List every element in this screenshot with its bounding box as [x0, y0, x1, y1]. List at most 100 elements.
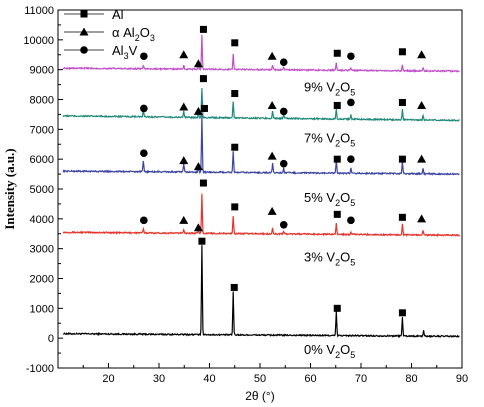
series-line — [62, 193, 461, 238]
circle-marker-icon — [347, 98, 355, 107]
circle-marker-icon — [279, 58, 288, 67]
y-axis-title: Intensity (a.u.) — [2, 148, 17, 229]
series-line — [62, 34, 460, 73]
legend-label: Al3V — [112, 43, 138, 61]
triangle-marker-icon — [193, 223, 203, 232]
subscript: 2 — [335, 350, 340, 360]
triangle-marker-icon — [267, 151, 277, 160]
square-marker-icon — [333, 155, 341, 163]
triangle-marker-icon — [79, 27, 89, 36]
series-name-label: 5% V2O5 — [304, 190, 355, 208]
triangle-marker-icon — [417, 214, 427, 223]
square-marker-icon — [398, 155, 406, 163]
x-tick-label: 60 — [304, 373, 316, 385]
series-name-label: 3% V2O5 — [304, 250, 355, 268]
square-marker-icon — [80, 10, 88, 18]
square-marker-icon — [230, 283, 238, 291]
label-part: 9% V — [304, 80, 335, 95]
x-tick-label: 80 — [405, 373, 417, 385]
square-marker-icon — [231, 90, 239, 98]
x-tick-label: 40 — [203, 373, 215, 385]
triangle-marker-icon — [179, 102, 189, 111]
y-tick-label: 2000 — [30, 274, 54, 286]
y-tick-label: 6000 — [30, 154, 54, 166]
triangle-marker-icon — [193, 106, 203, 115]
axes: 20 30 40 50 60 70 80 90-10000100020003000400050… — [23, 5, 468, 385]
x-tick-label: 90 — [456, 373, 468, 385]
square-marker-icon — [398, 98, 406, 106]
triangle-marker-icon — [193, 162, 203, 171]
triangle-marker-icon — [179, 156, 189, 165]
square-marker-icon — [198, 237, 206, 245]
y-tick-label: 10000 — [23, 35, 54, 47]
subscript: 5 — [350, 198, 355, 208]
circle-marker-icon — [140, 216, 148, 225]
marker-layer — [140, 25, 427, 317]
square-marker-icon — [231, 39, 239, 47]
triangle-marker-icon — [417, 50, 427, 59]
square-marker-icon — [398, 213, 406, 221]
square-marker-icon — [199, 75, 207, 83]
legend-label: Al — [112, 7, 124, 22]
square-marker-icon — [333, 210, 341, 218]
x-tick-label: 30 — [153, 373, 165, 385]
y-tick-label: 1000 — [30, 303, 54, 315]
triangle-marker-icon — [417, 100, 427, 109]
circle-marker-icon — [140, 104, 148, 113]
circle-marker-icon — [279, 107, 288, 116]
triangle-marker-icon — [267, 100, 277, 109]
y-tick-label: 5000 — [30, 184, 54, 196]
subscript: 2 — [335, 198, 340, 208]
triangle-marker-icon — [179, 215, 189, 224]
subscript: 2 — [335, 258, 340, 268]
circle-marker-icon — [347, 216, 355, 225]
square-marker-icon — [200, 104, 208, 112]
subscript: 5 — [350, 88, 355, 98]
label-part: 7% V — [304, 130, 335, 145]
label-part: O — [340, 250, 350, 265]
label-part: O — [340, 130, 350, 145]
x-tick-label: 50 — [254, 373, 266, 385]
circle-marker-icon — [347, 52, 355, 61]
label-part: Al — [112, 43, 124, 58]
x-tick-label: 70 — [355, 373, 367, 385]
square-marker-icon — [333, 49, 341, 57]
subscript: 5 — [350, 258, 355, 268]
y-tick-label: 3000 — [30, 244, 54, 256]
circle-marker-icon — [140, 52, 148, 61]
square-marker-icon — [333, 304, 341, 312]
circle-marker-icon — [140, 149, 148, 157]
triangle-marker-icon — [267, 51, 277, 60]
subscript: 2 — [135, 33, 140, 43]
triangle-marker-icon — [417, 154, 427, 163]
label-part: 5% V — [304, 190, 335, 205]
circle-marker-icon — [279, 221, 288, 229]
x-axis-title: 2θ (°) — [245, 389, 274, 403]
subscript: 5 — [350, 138, 355, 148]
label-part: O — [340, 190, 350, 205]
square-marker-icon — [199, 25, 207, 33]
square-marker-icon — [398, 309, 406, 317]
label-part: O — [340, 80, 350, 95]
label-part: O — [140, 25, 150, 40]
label-part: α Al — [112, 25, 135, 40]
series-line — [62, 88, 460, 122]
circle-marker-icon — [347, 155, 355, 163]
circle-marker-icon — [279, 159, 288, 168]
label-part: O — [340, 342, 350, 357]
y-tick-label: -1000 — [26, 363, 54, 375]
label-part: 3% V — [304, 250, 335, 265]
circle-marker-icon — [80, 46, 88, 54]
legend-label: α Al2O3 — [112, 25, 155, 43]
square-marker-icon — [333, 101, 341, 109]
label-part: 0% V — [304, 342, 335, 357]
series-layer — [62, 34, 461, 339]
square-marker-icon — [398, 48, 406, 56]
series-name-label: 0% V2O5 — [304, 342, 355, 360]
square-marker-icon — [199, 179, 207, 187]
triangle-marker-icon — [179, 50, 189, 59]
y-tick-label: 0 — [48, 333, 54, 345]
